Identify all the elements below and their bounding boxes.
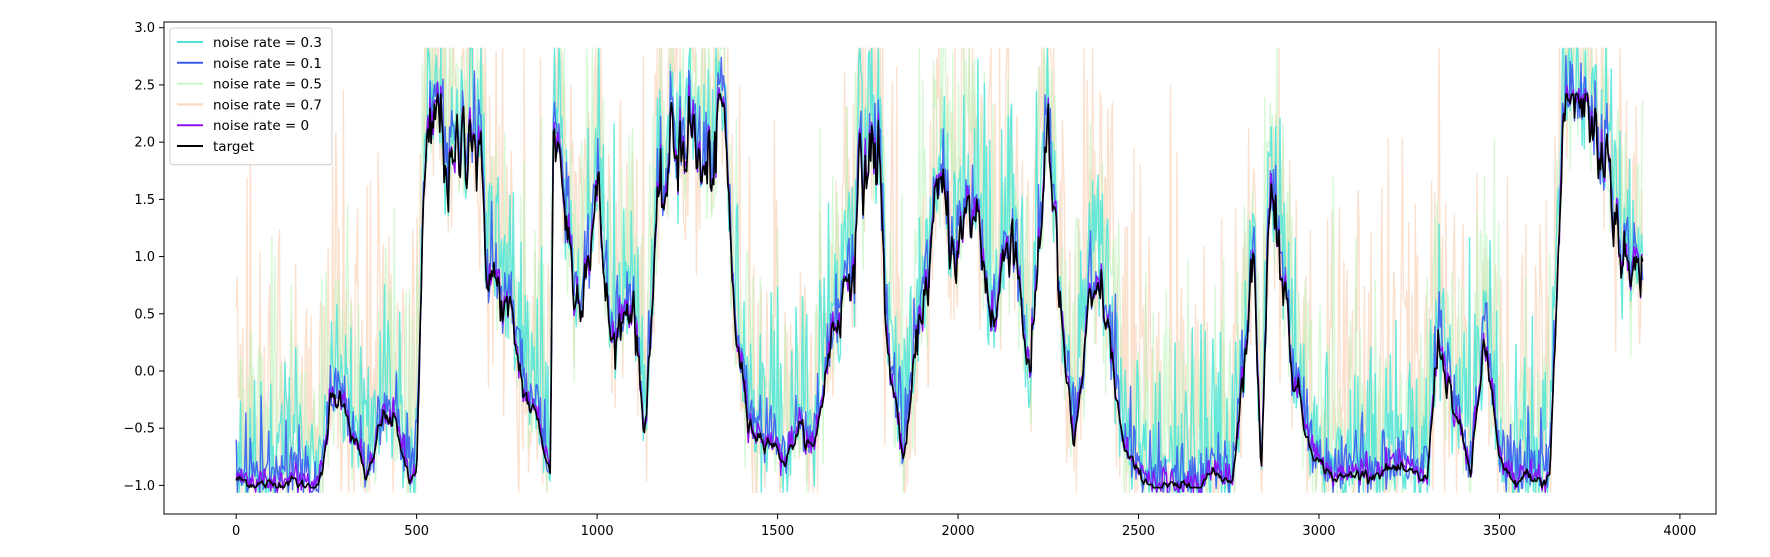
y-tick-label: 0.0	[134, 364, 155, 379]
x-tick-label: 3000	[1302, 524, 1335, 539]
x-tick-label: 2000	[941, 524, 974, 539]
y-axis: −1.0 −0.5 0.0 0.5 1.0 1.5 2.0 2.5 3.0	[123, 21, 164, 494]
series-line-target	[235, 93, 1644, 489]
legend-label: noise rate = 0.3	[213, 35, 322, 51]
y-tick-label: 1.0	[134, 250, 155, 265]
x-axis: 0 500 1000 1500 2000 2500 3000 3500 4000	[232, 514, 1696, 539]
legend: noise rate = 0.3 noise rate = 0.1 noise ra…	[169, 27, 333, 166]
legend-label: noise rate = 0.7	[213, 97, 322, 113]
x-tick-label: 0	[232, 524, 240, 539]
x-tick-label: 4000	[1663, 524, 1696, 539]
x-tick-label: 2500	[1122, 524, 1155, 539]
legend-label: noise rate = 0.1	[213, 56, 322, 72]
x-tick-label: 500	[404, 524, 429, 539]
plot-lines	[235, 47, 1644, 493]
x-tick-label: 3500	[1483, 524, 1516, 539]
y-tick-label: 1.5	[134, 193, 155, 208]
y-tick-label: 0.5	[134, 307, 155, 322]
legend-label: noise rate = 0	[213, 118, 309, 134]
y-tick-label: 3.0	[134, 21, 155, 36]
x-tick-label: 1500	[761, 524, 794, 539]
legend-label: noise rate = 0.5	[213, 77, 322, 93]
y-tick-label: −0.5	[123, 422, 155, 437]
legend-box	[169, 27, 333, 166]
x-tick-label: 1000	[581, 524, 614, 539]
axes-frame	[163, 21, 1717, 515]
y-tick-label: 2.5	[134, 78, 155, 93]
legend-label: target	[213, 139, 254, 155]
series-line-noise-rate-0-3	[235, 47, 1644, 493]
y-tick-label: −1.0	[123, 479, 155, 494]
y-tick-label: 2.0	[134, 136, 155, 151]
